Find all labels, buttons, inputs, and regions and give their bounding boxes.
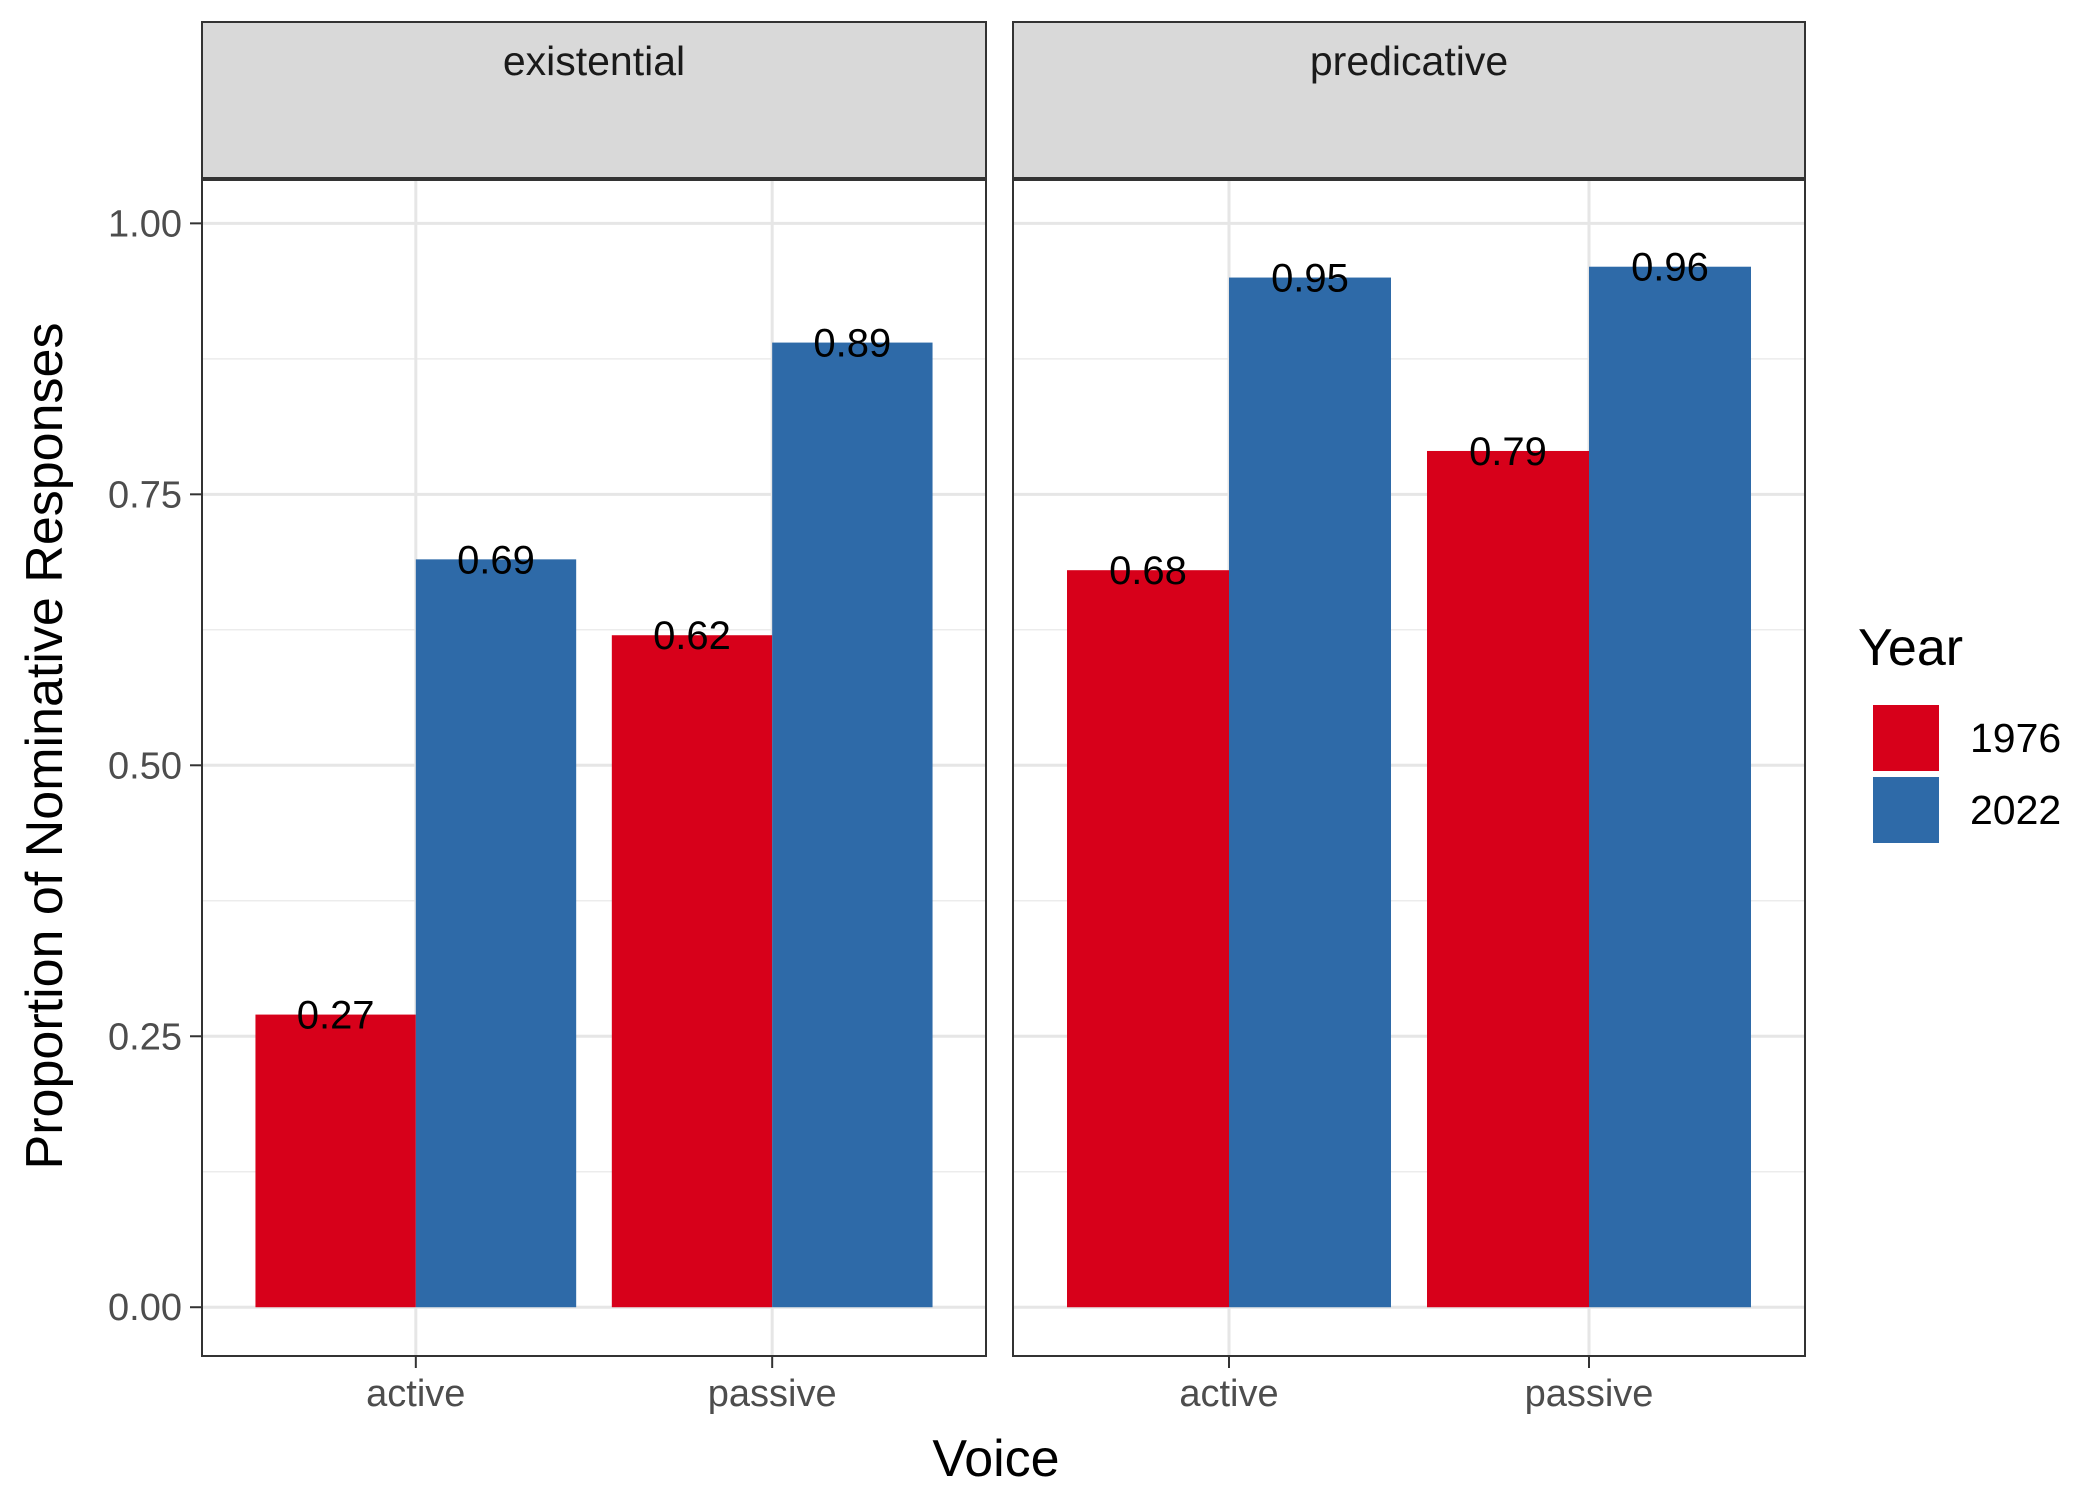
- bar-predicative-passive-2022: [1589, 266, 1751, 1308]
- strip-background: [1012, 21, 1806, 179]
- y-tick-label: 1.00: [108, 203, 182, 245]
- bar-label: 0.62: [653, 614, 731, 658]
- bar-existential-active-1976: [255, 1014, 416, 1308]
- bar-label: 0.68: [1109, 549, 1187, 593]
- legend-label: 2022: [1970, 787, 2061, 833]
- facet-panel-predicative: 0.68 0.95 0.79 0.96 predicative active passive: [1012, 21, 1806, 1415]
- bar-predicative-passive-1976: [1427, 450, 1589, 1308]
- bar-label: 0.69: [457, 538, 535, 582]
- legend-label: 1976: [1970, 715, 2061, 761]
- legend-key-2022: [1873, 777, 1939, 843]
- legend: Year 1976 2022: [1858, 619, 2061, 843]
- y-tick-label: 0.25: [108, 1016, 182, 1058]
- bar-label: 0.27: [297, 994, 375, 1038]
- y-axis: 0.00 0.25 0.50 0.75 1.00: [108, 203, 202, 1329]
- y-tick-label: 0.50: [108, 745, 182, 787]
- strip-label: existential: [503, 38, 685, 84]
- bar-label: 0.96: [1631, 246, 1709, 290]
- x-tick-label: passive: [708, 1373, 837, 1415]
- bar-existential-passive-1976: [611, 635, 773, 1308]
- bar-existential-passive-2022: [772, 342, 933, 1308]
- bar-label: 0.89: [813, 322, 891, 366]
- x-tick-label: active: [1179, 1373, 1278, 1415]
- strip-label: predicative: [1310, 38, 1508, 84]
- y-axis-title: Proportion of Nominative Responses: [16, 323, 74, 1170]
- x-tick-label: passive: [1525, 1373, 1654, 1415]
- x-axis-title: Voice: [932, 1430, 1059, 1488]
- legend-key-1976: [1873, 705, 1939, 771]
- y-tick-label: 0.75: [108, 474, 182, 516]
- y-tick-label: 0.00: [108, 1287, 182, 1329]
- facet-panels: 0.27 0.69 0.62 0.89 existential active passive…: [201, 21, 1806, 1415]
- bar-label: 0.95: [1271, 257, 1349, 301]
- facet-panel-existential: 0.27 0.69 0.62 0.89 existential active passive: [201, 21, 987, 1415]
- panel-border: [201, 179, 987, 1357]
- panel-border: [1012, 179, 1806, 1357]
- x-tick-label: active: [366, 1373, 465, 1415]
- legend-title: Year: [1858, 619, 1963, 677]
- bar-predicative-active-2022: [1229, 277, 1391, 1308]
- bar-existential-active-2022: [415, 559, 577, 1308]
- bar-predicative-active-1976: [1067, 570, 1229, 1308]
- bar-label: 0.79: [1469, 430, 1547, 474]
- strip-background: [201, 21, 987, 179]
